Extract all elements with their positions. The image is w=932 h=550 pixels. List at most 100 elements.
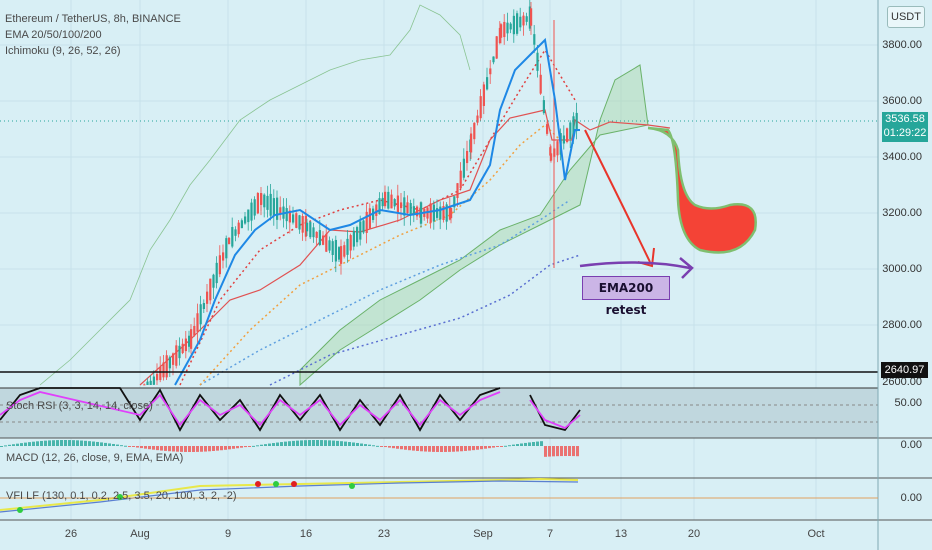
candle-body [240, 220, 243, 229]
candle-body [288, 210, 291, 223]
stoch-d-line [0, 391, 581, 430]
macd-bar [196, 446, 199, 452]
date-tick: 13 [614, 528, 628, 540]
macd-bar [348, 442, 351, 446]
macd-bar [40, 440, 43, 446]
candle-body [473, 122, 476, 140]
candle-body [159, 366, 162, 381]
candle-body [218, 255, 221, 275]
candle-body [495, 36, 498, 59]
vfi-dot [273, 481, 279, 487]
candle-body [549, 147, 552, 156]
macd-bar [240, 446, 243, 448]
ichimoku-legend[interactable]: Ichimoku (9, 26, 52, 26) [5, 45, 121, 57]
candle-body [334, 239, 337, 262]
macd-bar [556, 446, 559, 457]
candle-body [237, 222, 240, 235]
macd-bar [128, 446, 131, 447]
macd-bar [228, 446, 231, 450]
macd-bar [84, 440, 87, 446]
macd-bar [100, 442, 103, 446]
macd-bar [120, 445, 123, 447]
candle-body [206, 291, 209, 304]
macd-bar [336, 440, 339, 446]
macd-bar [400, 446, 403, 450]
macd-bar [152, 446, 155, 450]
candle-body [306, 222, 309, 232]
macd-bar [96, 441, 99, 446]
macd-bar [288, 441, 291, 446]
macd-bar [548, 446, 551, 457]
candle-body [149, 380, 152, 385]
macd-label[interactable]: MACD (12, 26, close, 9, EMA, EMA) [6, 452, 184, 464]
macd-bar [496, 446, 499, 447]
ichimoku-cloud [299, 64, 649, 387]
kijun-line [139, 109, 671, 386]
macd-bar [324, 440, 327, 446]
macd-bar [252, 445, 255, 447]
candle-body [146, 381, 149, 385]
currency-button[interactable]: USDT [887, 6, 925, 28]
macd-bar [104, 442, 107, 446]
macd-bar [376, 445, 379, 447]
macd-bar [412, 446, 415, 451]
macd-bar [244, 446, 247, 448]
macd-bar [272, 443, 275, 446]
macd-bar [276, 442, 279, 446]
macd-bar [464, 446, 467, 451]
symbol-legend[interactable]: Ethereum / TetherUS, 8h, BINANCE [5, 13, 181, 25]
macd-bar [264, 444, 267, 446]
macd-bar [0, 446, 3, 447]
candle-body [349, 235, 352, 251]
macd-bar [432, 446, 435, 452]
macd-bar [112, 443, 115, 446]
candle-body [328, 240, 331, 251]
candle-body [381, 197, 384, 207]
macd-bar [184, 446, 187, 452]
ema-legend[interactable]: EMA 20/50/100/200 [5, 29, 102, 41]
macd-bar [216, 446, 219, 451]
macd-bar [516, 444, 519, 446]
candle-body [448, 206, 451, 220]
macd-bar [60, 440, 63, 446]
candle-body [162, 362, 165, 378]
vfi-label[interactable]: VFI LF (130, 0.1, 0.2, 2.5, 3.5, 20, 100… [6, 490, 237, 502]
candle-body [346, 238, 349, 255]
candle-body [172, 353, 175, 365]
macd-bar [172, 446, 175, 452]
macd-bar [472, 446, 475, 451]
date-tick: 7 [546, 528, 554, 540]
macd-bar [368, 444, 371, 446]
candle-body [562, 135, 565, 144]
macd-bar [392, 446, 395, 449]
ema200-retest-note[interactable]: EMA200 retest [582, 276, 670, 317]
current-price-label: 3536.58 [885, 113, 925, 125]
candle-body [228, 237, 231, 245]
macd-level: 0.00 [900, 439, 922, 451]
stoch-rsi-label[interactable]: Stoch RSI (3, 3, 14, 14, close) [6, 400, 153, 412]
candle-body [453, 196, 456, 208]
candle-body [575, 112, 578, 132]
macd-bar [124, 445, 127, 447]
candle-body [359, 221, 362, 240]
vfi-level: 0.00 [900, 492, 922, 504]
projection-arrow-purple [579, 261, 691, 270]
chikou-line [39, 4, 471, 386]
macd-bar [352, 442, 355, 446]
vfi-dot [291, 481, 297, 487]
macd-bar [148, 446, 151, 450]
macd-bar [32, 441, 35, 446]
candle-body [396, 195, 399, 213]
candle-body [486, 77, 489, 90]
candle-body [476, 115, 479, 123]
macd-bar [256, 445, 259, 447]
macd-bar [292, 440, 295, 446]
current-price-badge [882, 112, 928, 142]
candle-body [315, 231, 318, 238]
macd-bar [176, 446, 179, 452]
macd-bar [4, 445, 7, 447]
candle-body [234, 229, 237, 236]
macd-histogram [0, 440, 579, 457]
